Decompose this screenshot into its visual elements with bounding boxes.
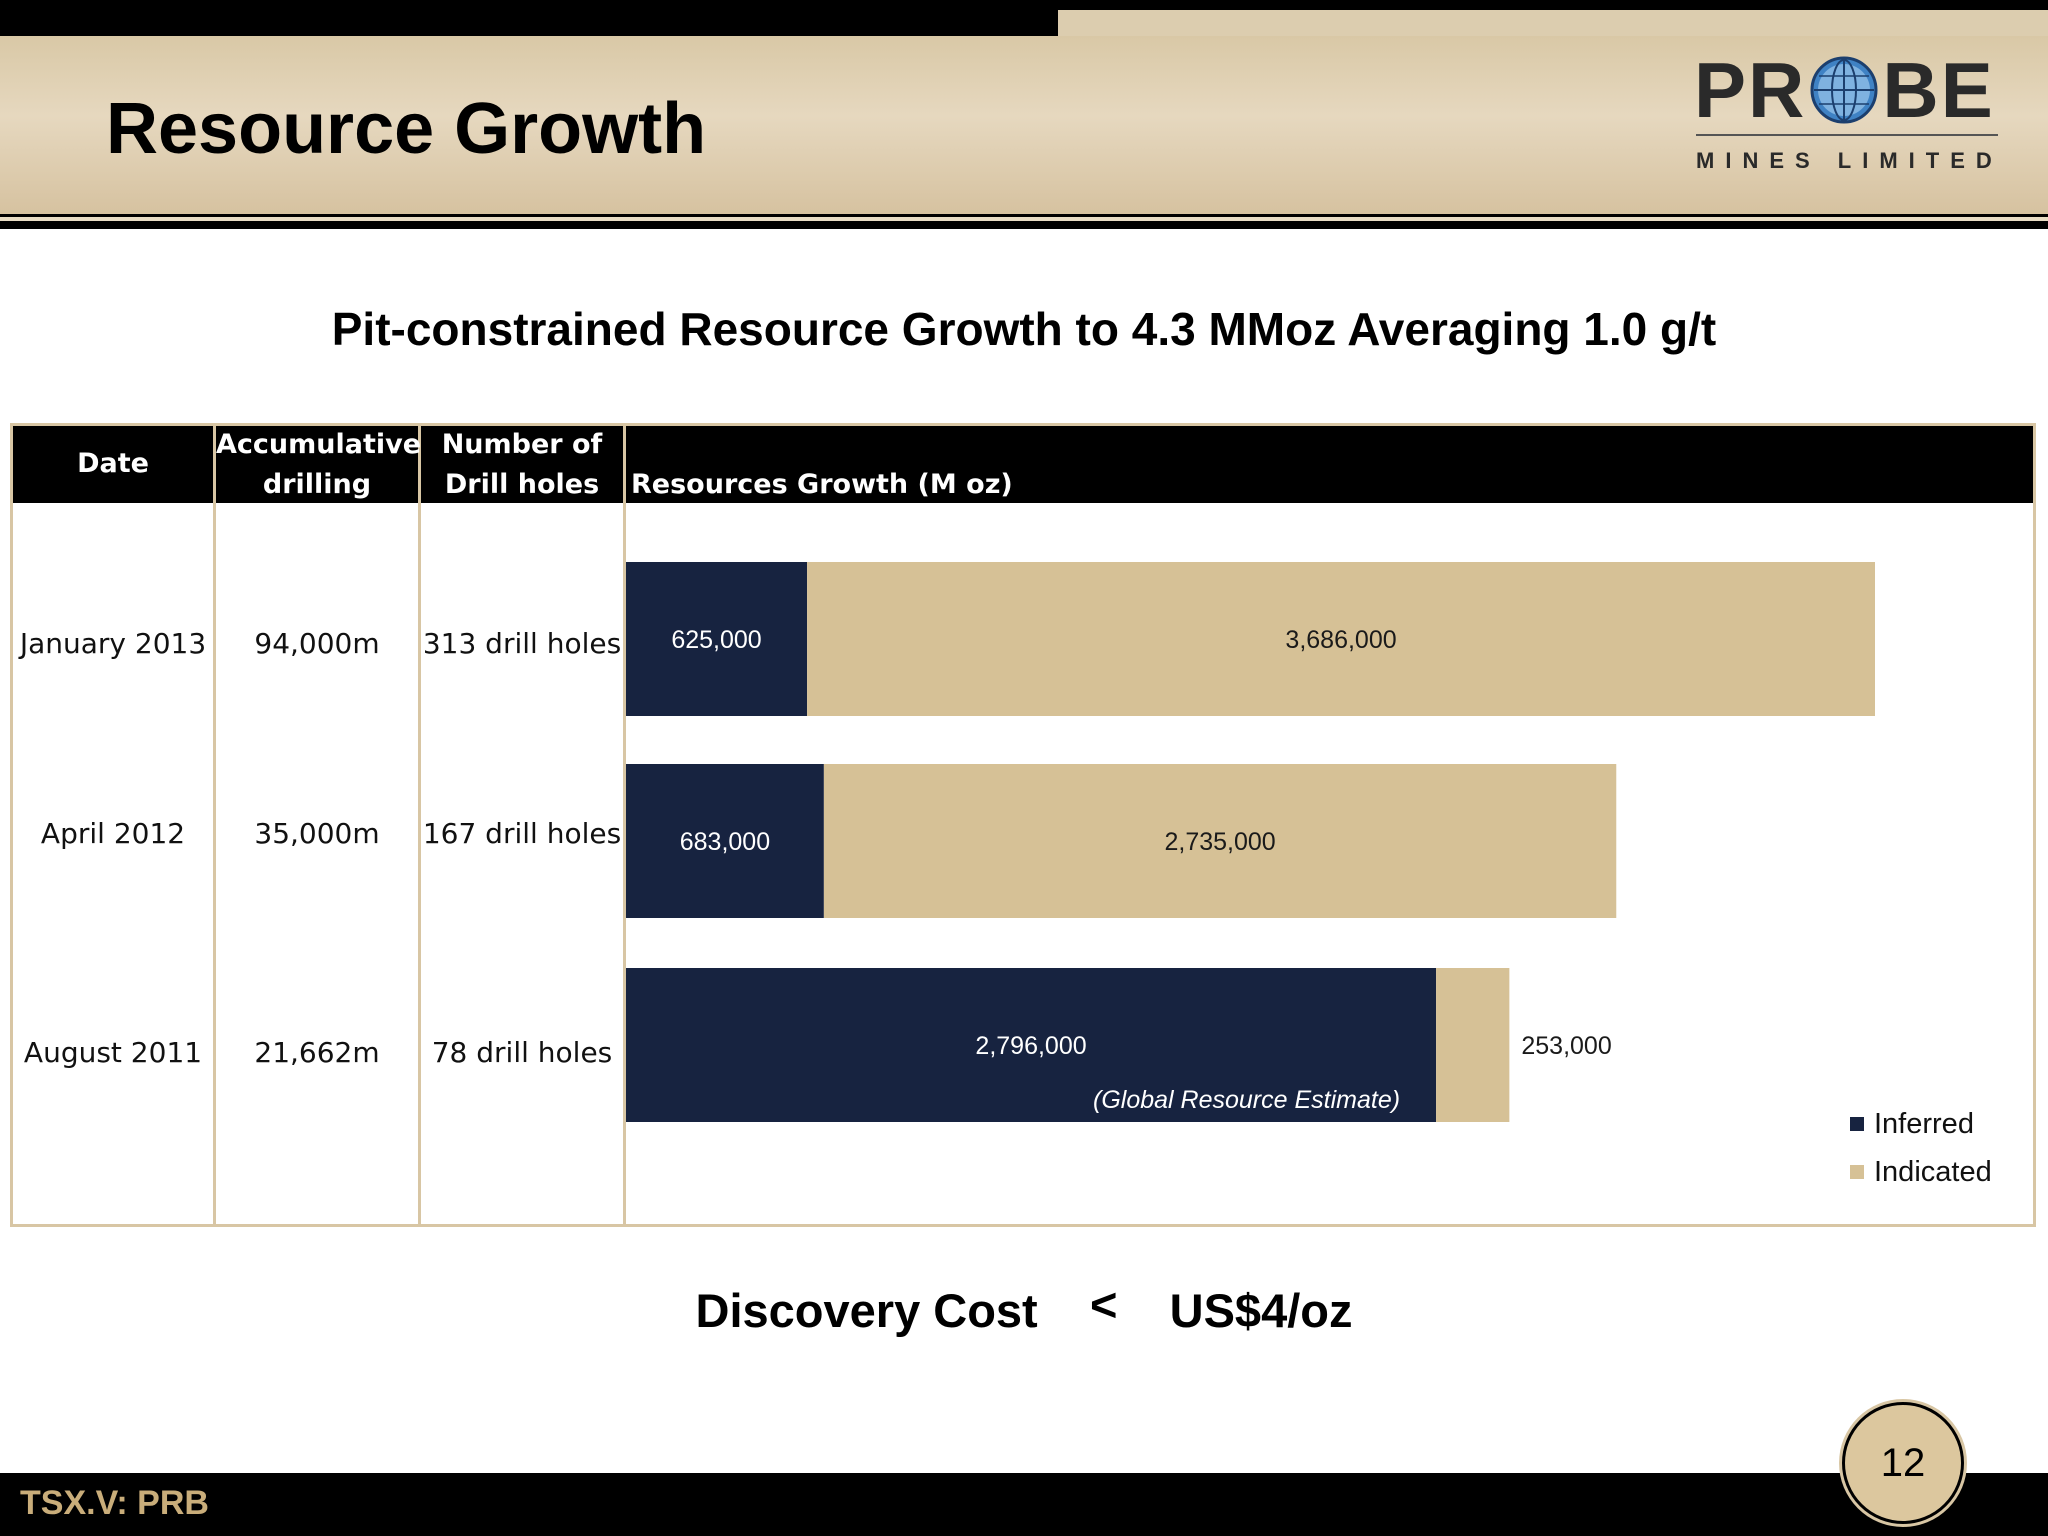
data-label-indicated: 253,000 xyxy=(1521,1032,1611,1060)
header-rule xyxy=(0,214,2048,217)
row-drilling: 94,000m xyxy=(254,627,380,660)
row-date: August 2011 xyxy=(23,1036,203,1069)
bar-indicated xyxy=(823,764,1617,918)
logo-letters-pr: PR xyxy=(1694,46,1807,134)
row-holes: 78 drill holes xyxy=(431,1036,613,1069)
data-label-inferred: 625,000 xyxy=(671,626,761,654)
data-label-indicated: 2,735,000 xyxy=(1164,828,1275,856)
legend-label-indicated: Indicated xyxy=(1874,1155,1992,1188)
bar-indicated xyxy=(807,562,1876,716)
column-divider xyxy=(213,423,216,1227)
header-drilling: Accumulative drilling xyxy=(216,425,422,505)
discovery-cost: Discovery Cost < US$4/oz xyxy=(0,1278,2048,1338)
legend-swatch-inferred xyxy=(1850,1117,1864,1131)
row-drilling: 21,662m xyxy=(254,1036,380,1069)
company-logo: PR BE MINES LIMITED xyxy=(1694,50,2004,180)
chart-legend: Inferred Indicated xyxy=(1850,1100,1992,1196)
globe-icon xyxy=(1810,56,1878,124)
discovery-label: Discovery Cost xyxy=(695,1284,1038,1337)
row-date: January 2013 xyxy=(19,627,207,660)
header-drilling-line1: Accumulative xyxy=(216,429,422,460)
logo-wordmark: PR BE xyxy=(1694,50,1995,130)
row-date: April 2012 xyxy=(40,817,186,850)
chart-annotation: (Global Resource Estimate) xyxy=(1093,1086,1400,1114)
header-band xyxy=(0,36,2048,214)
page-number: 12 xyxy=(1880,1440,1926,1485)
slide-subtitle: Pit-constrained Resource Growth to 4.3 M… xyxy=(331,303,1717,355)
data-label-indicated: 3,686,000 xyxy=(1285,626,1396,654)
header-rule-thick xyxy=(0,221,2048,229)
column-divider xyxy=(418,423,421,1227)
header-holes-line1: Number of xyxy=(441,429,603,460)
page-number-badge: 12 xyxy=(1842,1402,1964,1524)
logo-subtitle: MINES LIMITED xyxy=(1696,148,2003,173)
less-than-symbol: < xyxy=(1089,1278,1118,1331)
row-drilling: 35,000m xyxy=(254,817,380,850)
top-black-bar xyxy=(0,0,1058,36)
logo-letters-be: BE xyxy=(1882,46,1995,134)
legend-item-inferred: Inferred xyxy=(1850,1100,1992,1148)
header-band-tab xyxy=(1058,10,2048,36)
slide-title: Resource Growth xyxy=(106,89,707,169)
legend-item-indicated: Indicated xyxy=(1850,1148,1992,1196)
legend-label-inferred: Inferred xyxy=(1874,1107,1974,1140)
top-black-bar-right xyxy=(1058,0,2048,10)
row-holes: 313 drill holes xyxy=(422,627,622,660)
column-divider xyxy=(623,423,626,1227)
bar-inferred xyxy=(626,562,808,716)
discovery-value: US$4/oz xyxy=(1169,1284,1353,1337)
header-date: Date xyxy=(77,448,149,479)
data-label-inferred: 683,000 xyxy=(680,828,770,856)
footer-bar xyxy=(0,1473,2048,1536)
bar-indicated xyxy=(1436,968,1510,1122)
table-header-row xyxy=(13,426,2033,503)
bar-inferred xyxy=(626,764,824,918)
row-holes: 167 drill holes xyxy=(422,817,622,850)
logo-rule xyxy=(1696,134,1998,136)
data-label-inferred: 2,796,000 xyxy=(975,1032,1086,1060)
bar-inferred xyxy=(626,968,1437,1122)
header-holes: Number of Drill holes xyxy=(421,425,623,505)
header-holes-line2: Drill holes xyxy=(444,469,600,500)
ticker-symbol: TSX.V: PRB xyxy=(20,1484,209,1522)
header-chart-title: Resources Growth (M oz) xyxy=(631,469,1013,500)
legend-swatch-indicated xyxy=(1850,1165,1864,1179)
header-drilling-line2: drilling xyxy=(262,469,372,500)
header-rule-gap xyxy=(0,217,2048,221)
